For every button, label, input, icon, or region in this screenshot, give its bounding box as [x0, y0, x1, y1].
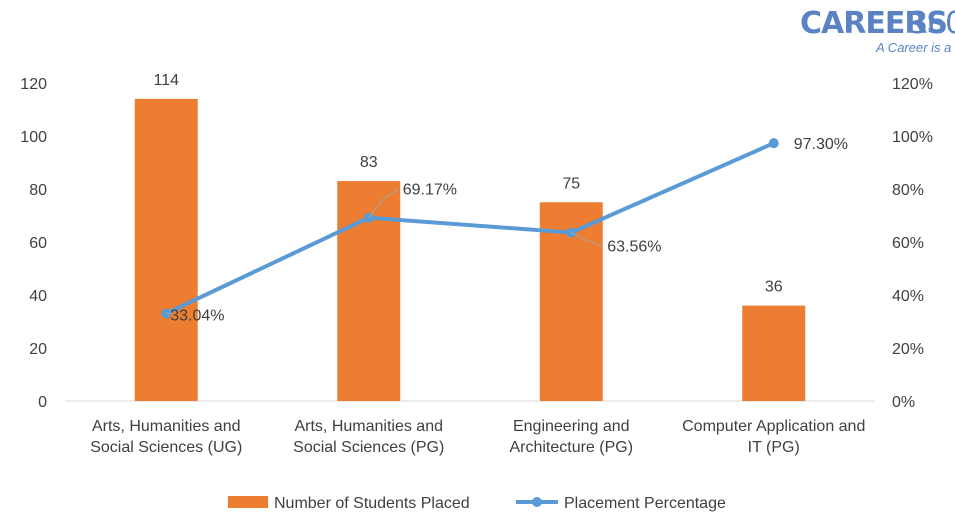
bar-data-label: 83 [360, 154, 378, 171]
logo-main-text: CAREERS [800, 6, 947, 41]
left-tick-label: 20 [29, 341, 47, 358]
left-tick-label: 40 [29, 288, 47, 305]
category-label: Computer Application and [682, 418, 865, 435]
left-tick-label: 100 [20, 129, 47, 146]
line-data-label: 97.30% [794, 136, 848, 153]
line-data-label: 33.04% [170, 307, 224, 324]
category-label: IT (PG) [748, 439, 800, 456]
legend: Number of Students Placed Placement Perce… [228, 495, 726, 512]
right-tick-label: 0% [892, 394, 915, 411]
legend-line-label: Placement Percentage [564, 495, 726, 512]
legend-bar-swatch [228, 496, 268, 508]
right-tick-label: 100% [892, 129, 933, 146]
right-tick-label: 80% [892, 182, 924, 199]
category-label: Arts, Humanities and [92, 418, 241, 435]
bar-data-label: 75 [562, 175, 580, 192]
category-labels: Arts, Humanities and Social Sciences (UG)… [90, 418, 865, 456]
category-label: Engineering and [513, 418, 630, 435]
left-axis-ticks: 0 20 40 60 80 100 120 [20, 76, 47, 411]
bar [134, 98, 198, 402]
right-tick-label: 120% [892, 76, 933, 93]
careers360-logo: CAREERS 360 A Career is a Life [800, 6, 955, 55]
line-label-leader [368, 188, 400, 219]
bar-data-labels: 114 83 75 36 [153, 72, 782, 296]
line-label-leader [571, 232, 604, 248]
bar-series [134, 98, 806, 402]
left-tick-label: 80 [29, 182, 47, 199]
line-data-label: 69.17% [403, 182, 457, 199]
line-series [161, 138, 779, 319]
left-tick-label: 120 [20, 76, 47, 93]
right-tick-label: 20% [892, 341, 924, 358]
right-tick-label: 40% [892, 288, 924, 305]
right-axis-ticks: 0% 20% 40% 60% 80% 100% 120% [892, 76, 933, 411]
line-data-labels: 33.04% 69.17% 63.56% 97.30% [166, 136, 848, 324]
legend-line-marker [532, 497, 542, 507]
left-tick-label: 60 [29, 235, 47, 252]
bar-data-label: 114 [153, 72, 179, 89]
bar [742, 305, 806, 401]
logo-tagline: A Career is a Life [875, 40, 955, 55]
category-label: Architecture (PG) [509, 439, 633, 456]
line-data-label: 63.56% [607, 239, 661, 256]
legend-bar-label: Number of Students Placed [274, 495, 470, 512]
line-point [768, 138, 779, 149]
bar-data-label: 36 [765, 279, 783, 296]
logo-number-text: 360 [909, 6, 955, 41]
category-label: Social Sciences (UG) [90, 439, 242, 456]
right-tick-label: 60% [892, 235, 924, 252]
category-label: Social Sciences (PG) [293, 439, 444, 456]
category-label: Arts, Humanities and [294, 418, 443, 435]
left-tick-label: 0 [38, 394, 47, 411]
line-path [165, 141, 775, 316]
